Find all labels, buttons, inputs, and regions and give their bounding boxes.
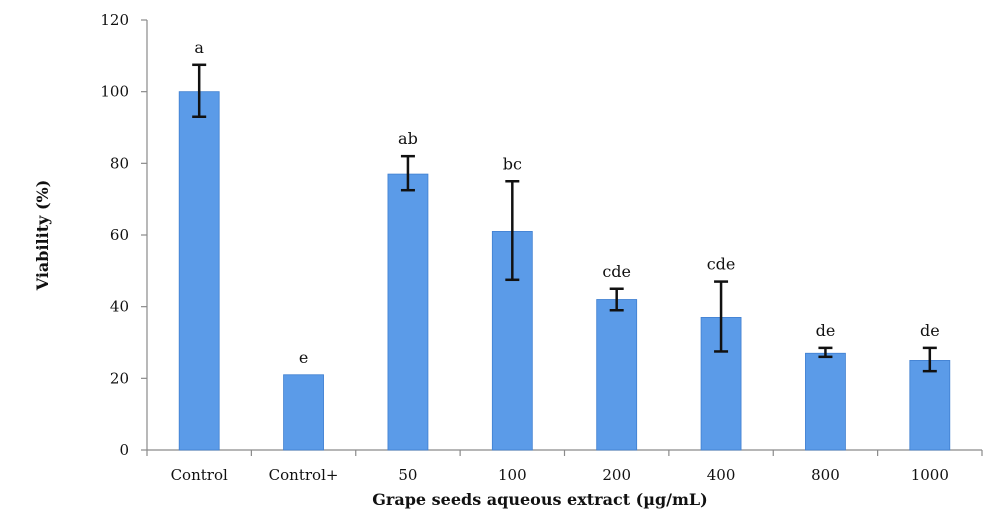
x-tick-label: 400 xyxy=(707,466,736,484)
bar xyxy=(805,352,846,451)
significance-label: ab xyxy=(398,129,418,148)
significance-label: de xyxy=(920,321,940,340)
x-tick-label: 800 xyxy=(811,466,840,484)
significance-label: cde xyxy=(602,262,631,281)
bar xyxy=(387,173,429,451)
x-tick-label: Control xyxy=(171,466,228,484)
x-tick-label: 50 xyxy=(398,466,417,484)
significance-label: cde xyxy=(707,255,736,274)
y-tick-label: 60 xyxy=(110,226,129,244)
y-axis-title: Viability (%) xyxy=(33,180,52,292)
significance-labels: a e ab bc cde cde de de xyxy=(194,38,939,367)
y-tick-label: 0 xyxy=(119,441,129,459)
y-tick-label: 20 xyxy=(110,369,129,387)
x-axis: Control Control+ 50 100 200 400 800 1000 xyxy=(146,449,983,484)
bars xyxy=(178,91,951,451)
bar xyxy=(596,299,638,451)
x-tick-label: 100 xyxy=(498,466,527,484)
bar xyxy=(178,91,220,451)
y-tick-label: 100 xyxy=(100,83,129,101)
bar xyxy=(909,360,951,451)
significance-label: a xyxy=(194,38,204,57)
significance-label: e xyxy=(299,348,308,367)
x-axis-title: Grape seeds aqueous extract (µg/mL) xyxy=(372,490,707,509)
significance-label: bc xyxy=(503,154,522,173)
y-tick-label: 120 xyxy=(100,11,129,29)
y-tick-label: 40 xyxy=(110,298,129,316)
y-tick-label: 80 xyxy=(110,154,129,172)
y-axis: 0 20 40 60 80 100 120 xyxy=(100,11,148,459)
x-tick-label: 1000 xyxy=(911,466,949,484)
bar xyxy=(283,374,324,451)
x-tick-label: 200 xyxy=(602,466,631,484)
significance-label: de xyxy=(816,321,836,340)
x-tick-label: Control+ xyxy=(269,466,339,484)
error-bars xyxy=(192,63,937,373)
